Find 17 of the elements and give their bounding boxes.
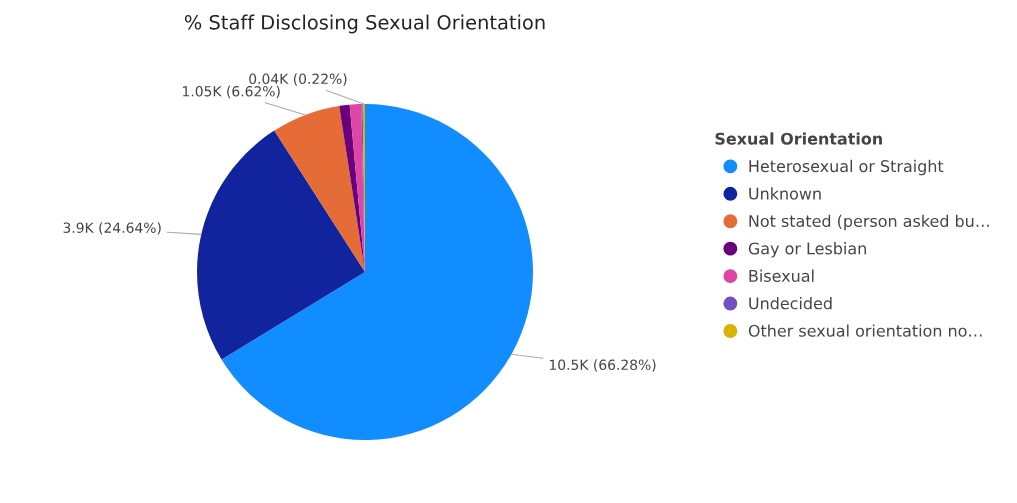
pie-slice [274, 106, 365, 272]
data-label: 0.04K (0.22%) [249, 73, 347, 86]
legend-label: Not stated (person asked bu… [749, 214, 989, 231]
data-label: 1.05K (6.62%) [183, 85, 280, 99]
pie-slice [221, 104, 533, 440]
legend-label: Bisexual [749, 269, 814, 282]
legend-label: Unknown [749, 187, 821, 200]
data-label: 3.9K (24.64%) [63, 222, 161, 235]
pie-slice [197, 130, 365, 360]
legend-label: Other sexual orientation no… [748, 324, 982, 337]
pie-slice [339, 104, 365, 272]
data-label: 10.5K (66.28%) [549, 359, 656, 372]
chart-title: % Staff Disclosing Sexual Orientation [184, 14, 545, 34]
legend-label: Undecided [749, 297, 832, 310]
legend-label: Gay or Lesbian [748, 242, 866, 258]
legend-title: Sexual Orientation [715, 132, 882, 145]
legend-label: Heterosexual or Straight [749, 159, 944, 176]
